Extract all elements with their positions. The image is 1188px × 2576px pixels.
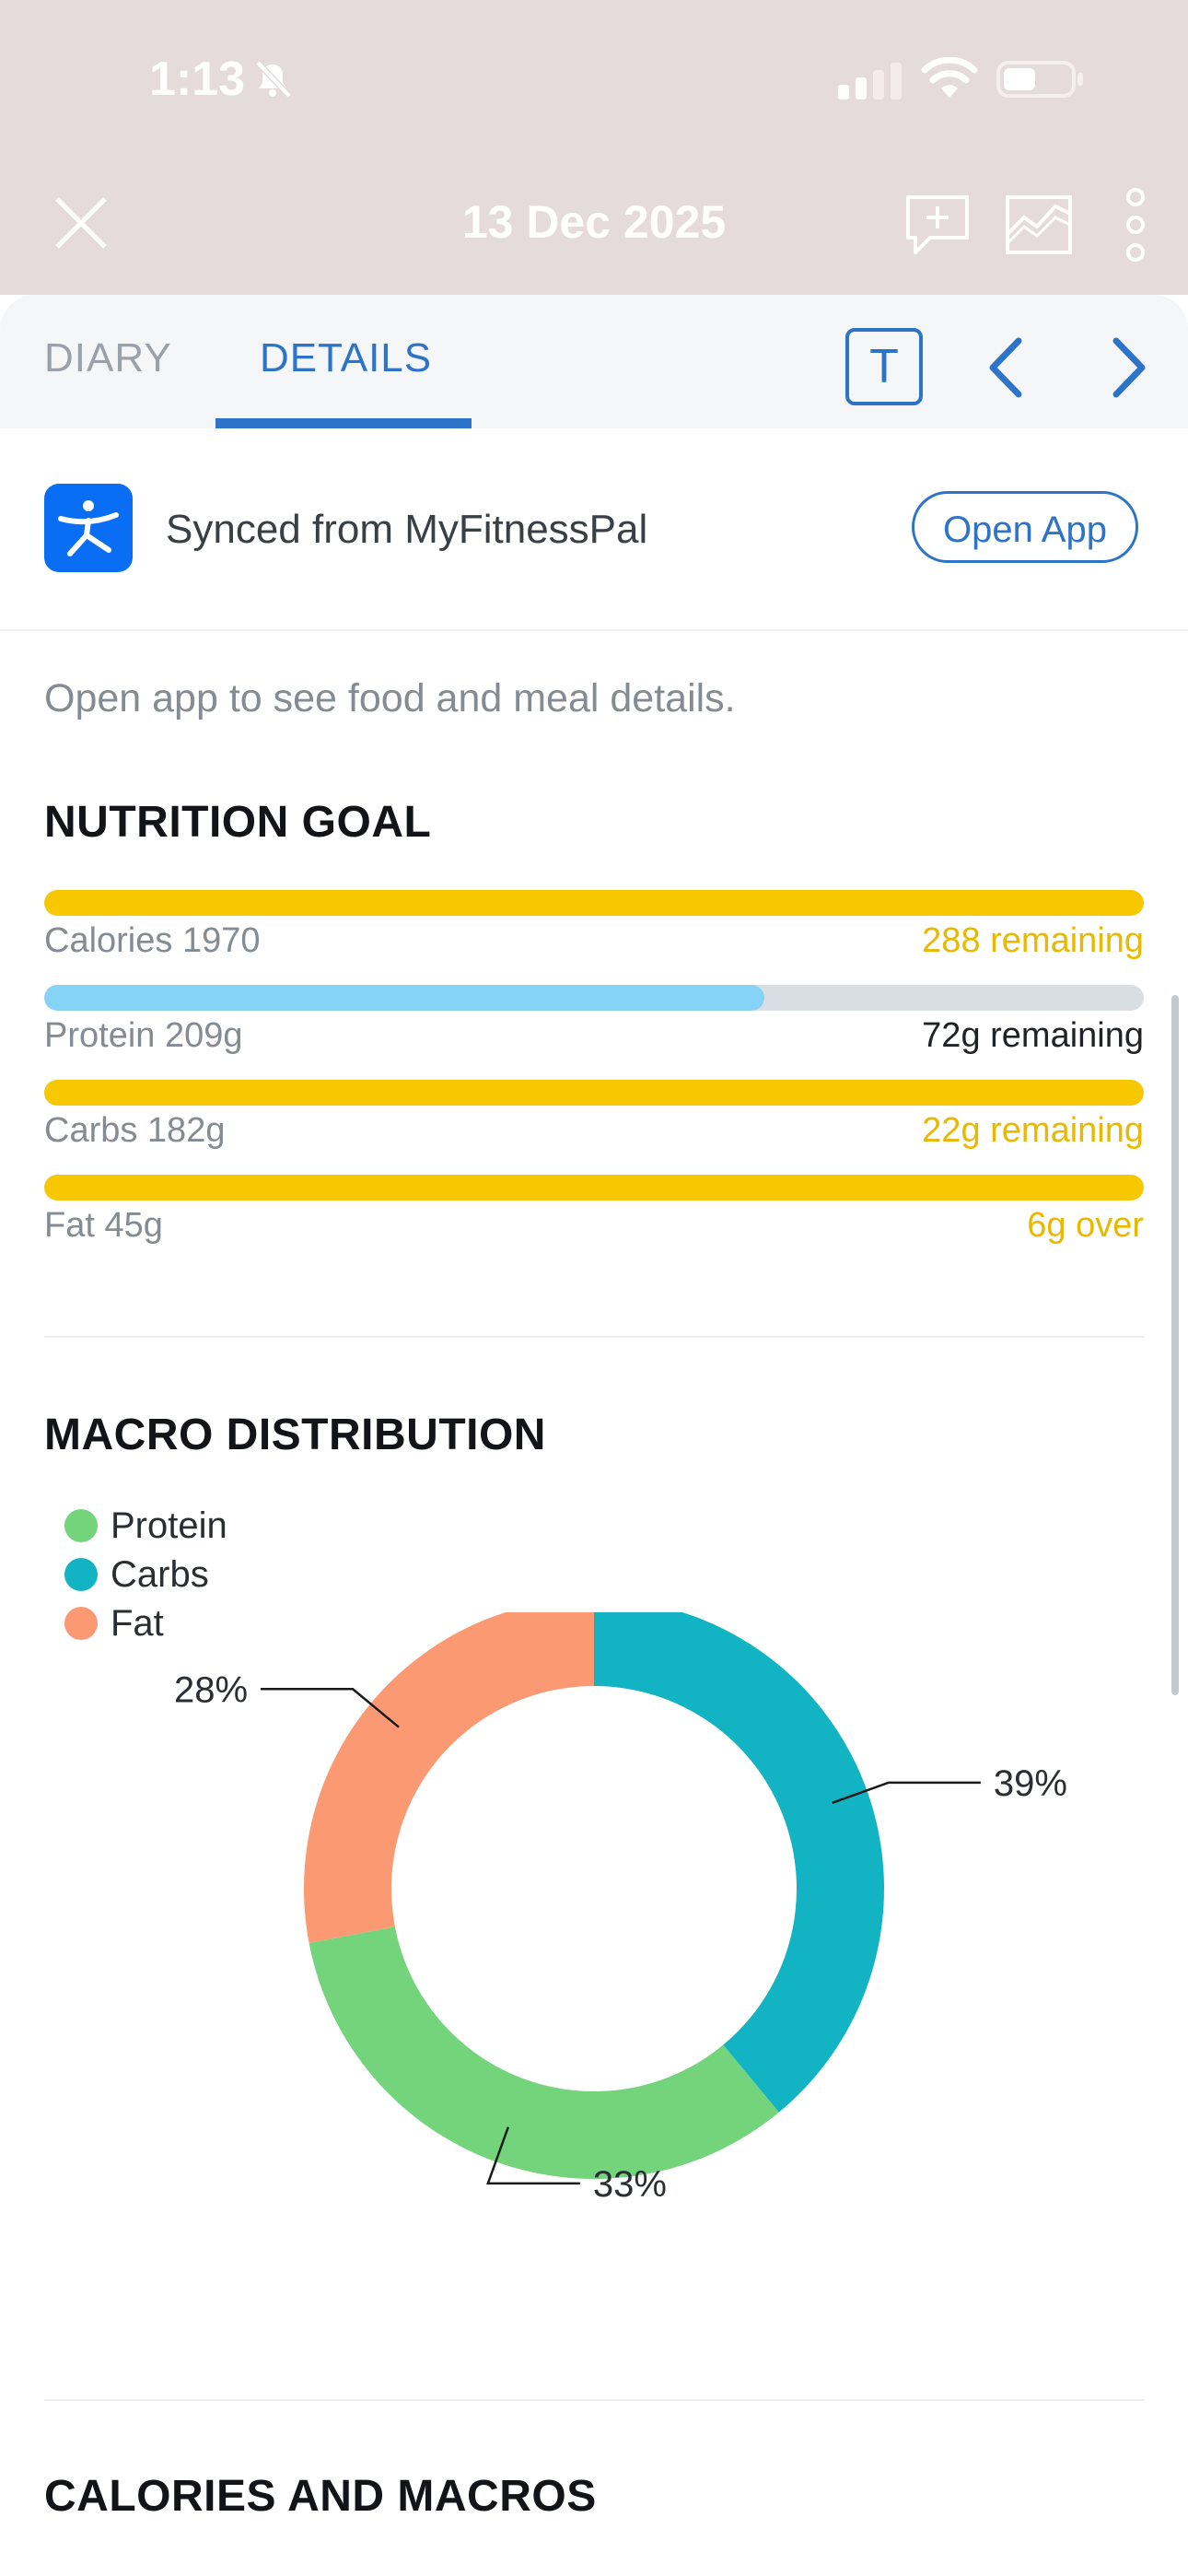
legend-label: Carbs xyxy=(111,1554,209,1595)
cellular-signal-icon xyxy=(838,63,902,100)
donut-label-protein: 33% xyxy=(593,2164,667,2205)
donut-slice-fat xyxy=(304,1612,594,1944)
legend-dot-fat xyxy=(64,1607,98,1640)
protein-status: 72g remaining xyxy=(922,1016,1144,1055)
fat-status: 6g over xyxy=(1027,1206,1144,1245)
open-app-button[interactable]: Open App xyxy=(912,491,1138,563)
tab-diary[interactable]: DIARY xyxy=(44,335,172,381)
tab-bar: DIARY DETAILS T xyxy=(0,295,1188,428)
calories-status: 288 remaining xyxy=(922,921,1144,960)
legend-item-protein: Protein xyxy=(64,1505,227,1547)
tab-details[interactable]: DETAILS xyxy=(260,335,433,381)
macro-donut-chart: 39% 33% 28% xyxy=(174,1612,1067,2205)
fat-progress-fill xyxy=(44,1175,1144,1200)
close-icon[interactable] xyxy=(53,195,109,251)
donut-label-fat: 28% xyxy=(174,1669,248,1710)
legend-item-fat: Fat xyxy=(64,1603,164,1645)
myfitnesspal-logo-icon xyxy=(44,484,133,572)
nutrition-goal-title: NUTRITION GOAL xyxy=(44,798,432,847)
carbs-progress-fill xyxy=(44,1080,1144,1106)
sync-source-text: Synced from MyFitnessPal xyxy=(166,507,648,552)
donut-slice-protein xyxy=(309,1926,779,2179)
chart-icon[interactable] xyxy=(1004,193,1074,256)
protein-progress-fill xyxy=(44,985,765,1011)
section-divider xyxy=(44,2399,1144,2401)
silent-bell-icon xyxy=(255,60,292,99)
add-comment-icon[interactable] xyxy=(903,193,973,256)
donut-label-carbs: 39% xyxy=(994,1763,1067,1804)
status-time: 1:13 xyxy=(149,53,246,106)
donut-leader-line-protein xyxy=(486,2126,580,2185)
legend-dot-protein xyxy=(64,1509,98,1542)
chevron-left-icon[interactable] xyxy=(985,337,1026,398)
active-tab-indicator xyxy=(215,418,472,428)
carbs-label: Carbs 182g xyxy=(44,1111,226,1150)
calories-label: Calories 1970 xyxy=(44,921,261,960)
details-sheet: DIARY DETAILS T Synced from MyFitnessPal… xyxy=(0,295,1188,2576)
status-bar: 1:13 xyxy=(0,0,1188,147)
legend-label: Fat xyxy=(111,1603,164,1644)
sync-banner: Synced from MyFitnessPal Open App xyxy=(0,428,1188,631)
calories-progress-bar xyxy=(44,890,1144,916)
scrollbar[interactable] xyxy=(1171,995,1179,1695)
legend-item-carbs: Carbs xyxy=(64,1554,209,1596)
details-hint-text: Open app to see food and meal details. xyxy=(44,676,736,720)
battery-icon xyxy=(996,61,1083,98)
calories-progress-fill xyxy=(44,890,1144,916)
fat-progress-bar xyxy=(44,1175,1144,1200)
protein-label: Protein 209g xyxy=(44,1016,243,1055)
section-divider xyxy=(44,1336,1144,1338)
fat-label: Fat 45g xyxy=(44,1206,163,1245)
donut-leader-line-carbs xyxy=(832,1781,981,1805)
calories-and-macros-title: CALORIES AND MACROS xyxy=(44,2472,597,2521)
diary-date[interactable]: 13 Dec 2025 xyxy=(461,196,727,248)
protein-progress-bar xyxy=(44,985,1144,1011)
donut-slice-carbs xyxy=(594,1612,885,2113)
donut-leader-line-fat xyxy=(261,1688,400,1728)
top-app-bar: 13 Dec 2025 xyxy=(0,147,1188,295)
legend-label: Protein xyxy=(111,1505,227,1546)
carbs-progress-bar xyxy=(44,1080,1144,1106)
chevron-right-icon[interactable] xyxy=(1109,337,1149,398)
macro-distribution-title: MACRO DISTRIBUTION xyxy=(44,1411,546,1459)
wifi-icon xyxy=(921,57,978,98)
text-mode-button[interactable]: T xyxy=(845,328,923,405)
legend-dot-carbs xyxy=(64,1558,98,1591)
more-vertical-icon[interactable] xyxy=(1122,188,1149,262)
carbs-status: 22g remaining xyxy=(922,1111,1144,1150)
